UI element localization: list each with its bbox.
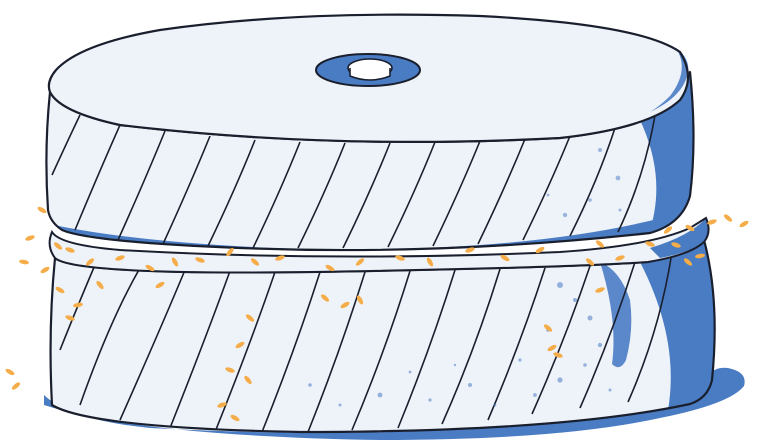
grain — [356, 295, 364, 305]
grain — [395, 255, 405, 261]
grain-particles — [5, 206, 749, 422]
grain — [615, 255, 625, 261]
grain — [226, 247, 234, 257]
grain — [195, 257, 205, 263]
grain — [217, 402, 227, 408]
grain — [695, 253, 705, 259]
grain — [40, 266, 50, 274]
grain — [230, 414, 240, 422]
grain — [426, 257, 434, 267]
grain — [55, 286, 65, 294]
grain — [553, 352, 563, 358]
grain — [535, 246, 545, 254]
grain — [739, 220, 749, 228]
grain — [723, 214, 733, 222]
grain — [65, 247, 75, 253]
grain — [355, 258, 365, 266]
upper-stone-speckles — [546, 148, 622, 218]
grain — [547, 344, 557, 352]
grain — [325, 264, 335, 272]
grain — [37, 206, 47, 214]
grain — [53, 242, 63, 250]
grain — [245, 314, 255, 322]
grain — [65, 315, 75, 321]
grain — [320, 294, 330, 302]
grain — [683, 258, 693, 266]
lower-stone-shade — [640, 240, 715, 410]
grain — [663, 226, 673, 234]
grain — [543, 324, 553, 332]
grain — [645, 241, 655, 247]
grain — [235, 341, 245, 349]
grain — [25, 235, 35, 241]
upper-stone-grooves — [51, 114, 656, 249]
grain — [500, 254, 510, 262]
grain — [685, 224, 695, 232]
grain — [96, 280, 104, 290]
grain — [85, 258, 95, 266]
spindle-hole — [315, 53, 421, 87]
grain — [595, 240, 605, 248]
grain — [225, 367, 235, 373]
grain — [145, 264, 155, 272]
grain — [465, 247, 475, 253]
grain — [585, 258, 595, 266]
grain — [11, 382, 21, 390]
lower-stone — [49, 238, 716, 434]
grain — [155, 281, 165, 289]
grain — [275, 255, 285, 261]
grain — [171, 257, 179, 267]
grain — [5, 368, 15, 376]
grain — [595, 287, 605, 293]
grain — [73, 302, 83, 308]
grain — [19, 259, 29, 265]
grain — [115, 255, 125, 261]
grain — [340, 301, 350, 309]
grain — [671, 242, 681, 248]
grain — [707, 219, 717, 225]
grain — [250, 258, 260, 266]
grain — [244, 375, 252, 385]
